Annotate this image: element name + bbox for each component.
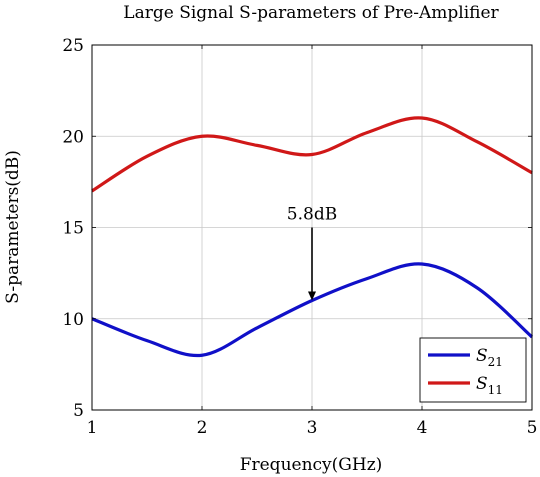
y-tick-label: 10 bbox=[62, 310, 84, 330]
annotation-label: 5.8dB bbox=[287, 205, 337, 225]
x-axis-label: Frequency(GHz) bbox=[240, 455, 383, 475]
y-tick-label: 20 bbox=[62, 127, 84, 147]
legend-label-s11: S11 bbox=[476, 374, 503, 397]
x-tick-label: 2 bbox=[197, 418, 208, 438]
x-tick-label: 5 bbox=[527, 418, 538, 438]
y-tick-label: 25 bbox=[62, 36, 84, 56]
annotation-arrow-head bbox=[308, 291, 316, 301]
y-tick-label: 5 bbox=[73, 401, 84, 421]
chart-title: Large Signal S-parameters of Pre-Amplifi… bbox=[123, 3, 499, 23]
x-tick-label: 1 bbox=[87, 418, 98, 438]
y-axis-label: S-parameters(dB) bbox=[3, 150, 23, 304]
annotation: 5.8dB bbox=[287, 205, 337, 301]
legend-box bbox=[419, 337, 527, 403]
x-tick-label: 4 bbox=[417, 418, 428, 438]
ticks: 1 2 3 4 5 5 10 15 20 25 bbox=[62, 36, 537, 438]
legend-label-s21: S21 bbox=[476, 346, 503, 369]
series-line-s11 bbox=[91, 116, 533, 193]
x-tick-label: 3 bbox=[307, 418, 318, 438]
series-layer bbox=[91, 116, 534, 358]
series-line-s21 bbox=[91, 262, 534, 358]
y-tick-label: 15 bbox=[62, 219, 84, 239]
